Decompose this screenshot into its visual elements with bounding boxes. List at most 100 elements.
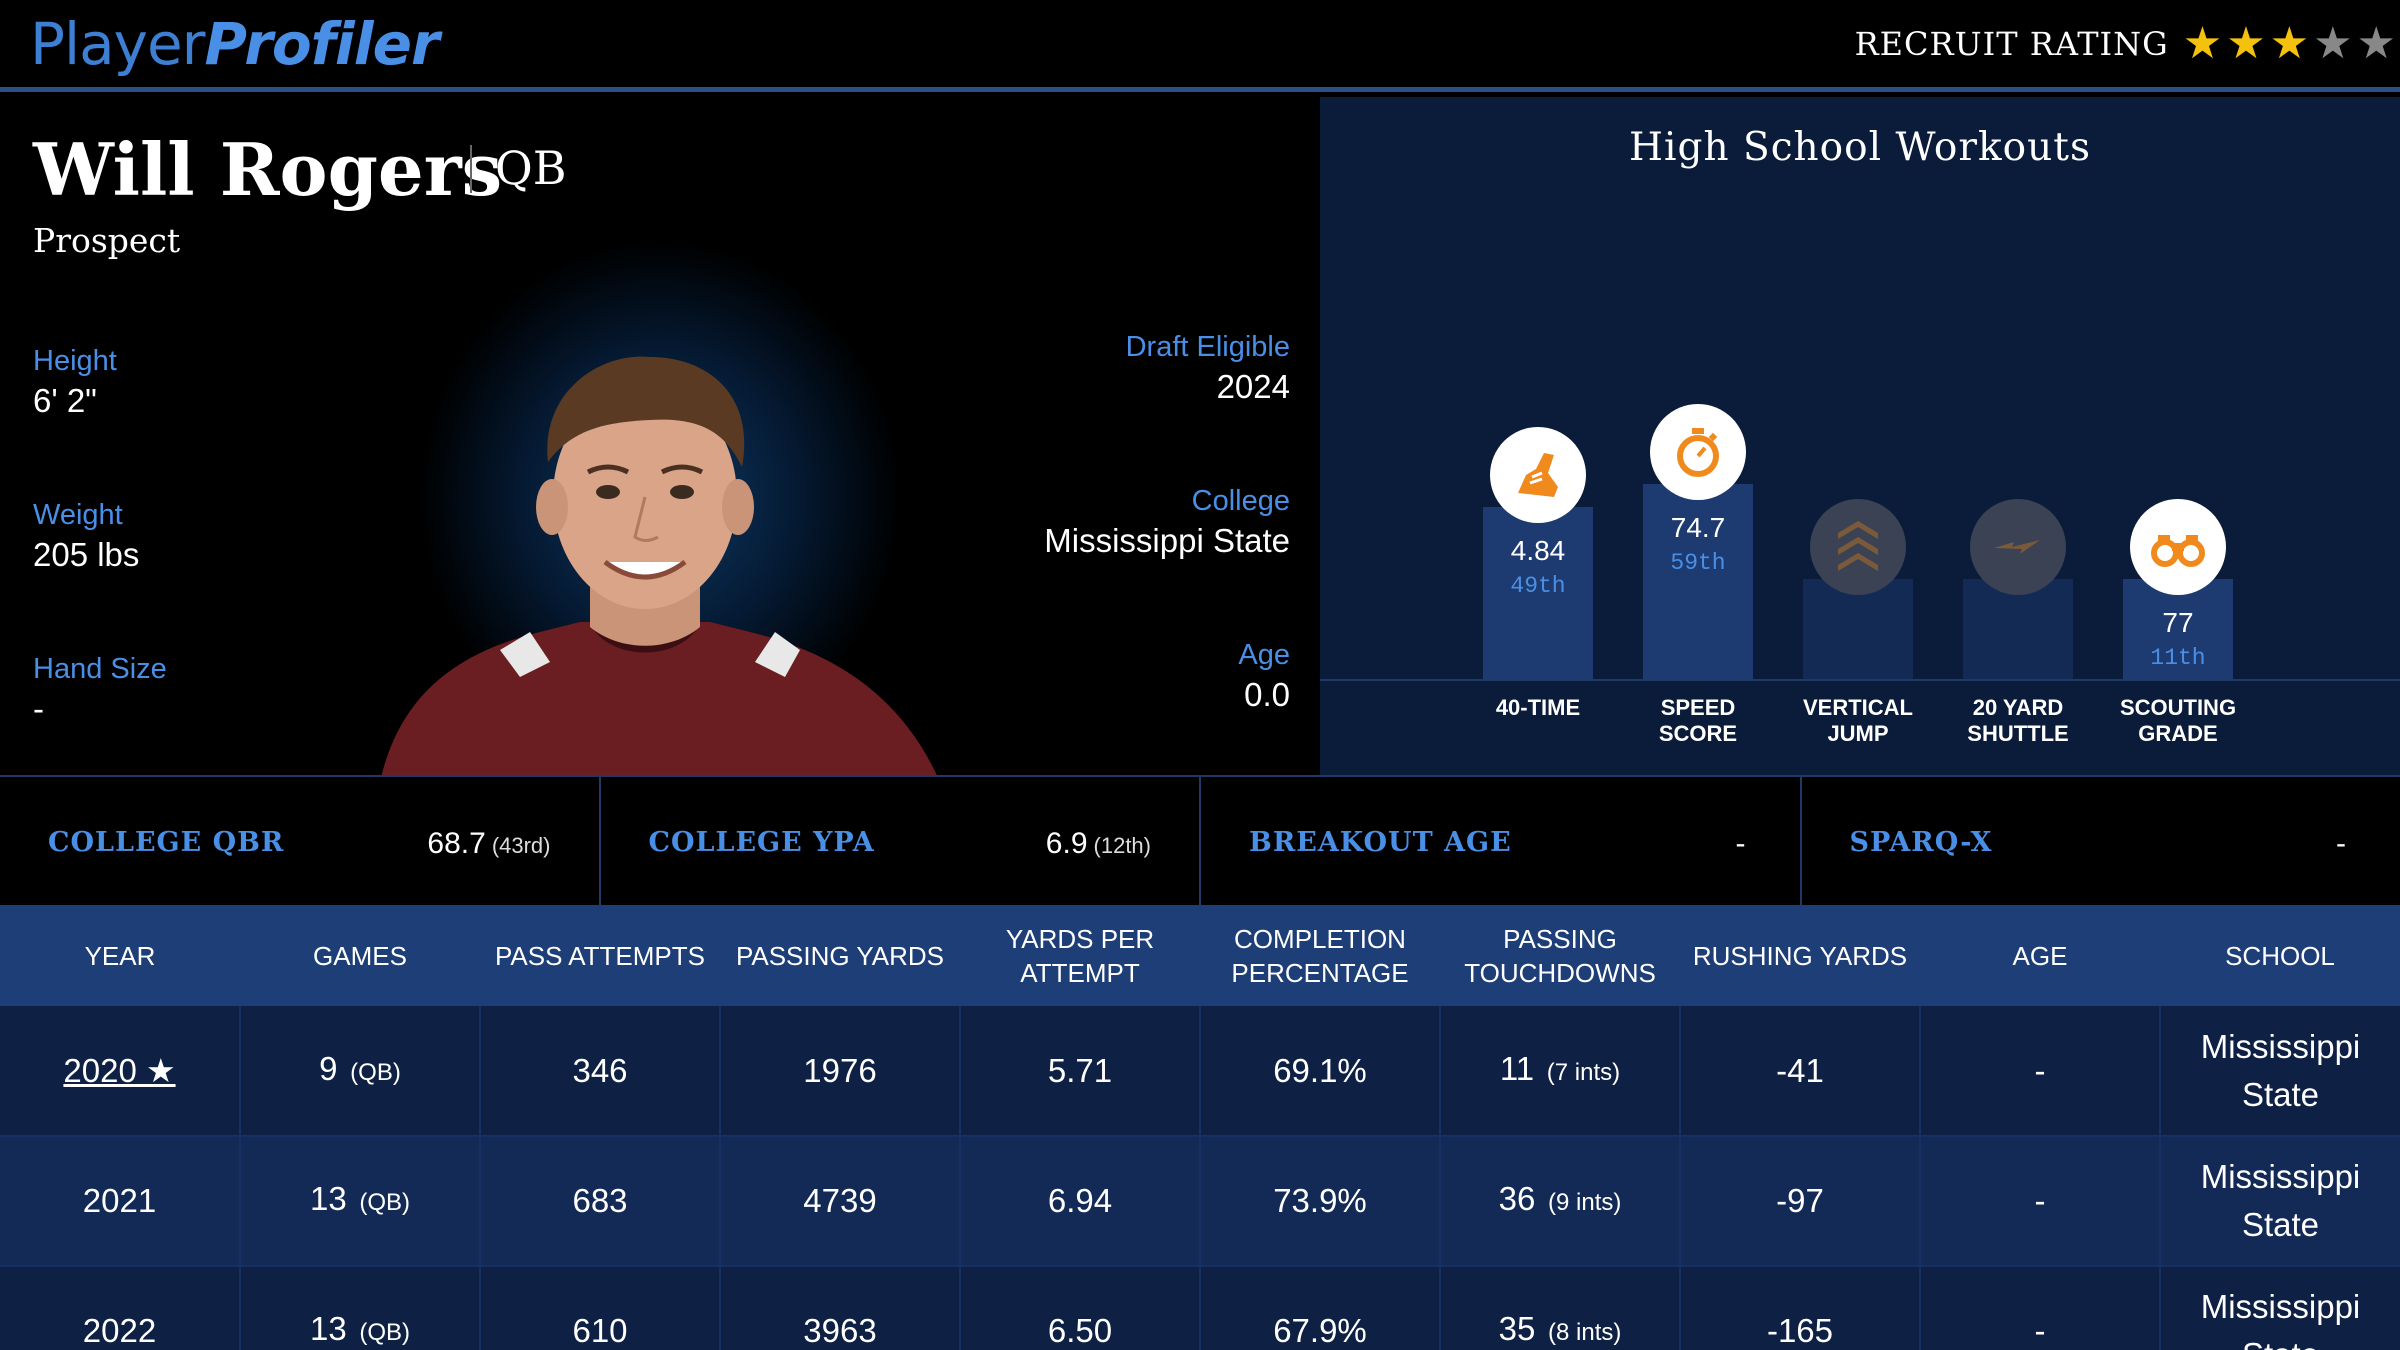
- workout-bar[interactable]: [1963, 579, 2073, 679]
- workout-percentile: 11th: [2150, 645, 2206, 671]
- cell-year[interactable]: 2020 ★: [0, 1006, 241, 1137]
- age-value: 0.0: [1244, 676, 1290, 713]
- weight-stat: Weight 205 lbs: [33, 499, 139, 574]
- cell-passing-yards: 4739: [720, 1136, 961, 1267]
- workout-label: 40-TIME: [1495, 695, 1581, 720]
- hand-size-stat: Hand Size -: [33, 653, 167, 728]
- workout-value: 74.7: [1670, 512, 1726, 544]
- cell-passing-touchdowns: 11 (7 ints): [1440, 1006, 1681, 1137]
- column-header[interactable]: GAMES: [240, 905, 480, 1006]
- metric-label: SPARQ-X: [1849, 827, 1993, 858]
- player-position: QB: [495, 141, 567, 195]
- cell-yards-per-attempt: 5.71: [960, 1006, 1201, 1137]
- draft-eligible-label: Draft Eligible: [1125, 331, 1290, 363]
- workout-label: VERTICAL JUMP: [1803, 695, 1913, 746]
- recruit-rating: RECRUIT RATING ★★★★★: [1855, 22, 2400, 66]
- rating-stars: ★★★★★: [2183, 22, 2400, 66]
- workout-value: 77: [2162, 607, 2194, 638]
- metric-breakout-age[interactable]: BREAKOUT AGE -: [1201, 777, 1802, 905]
- workout-bar[interactable]: [1803, 579, 1913, 679]
- workouts-baseline: [1320, 679, 2400, 681]
- player-status: Prospect: [33, 221, 181, 260]
- shoe-icon: [1490, 427, 1586, 524]
- column-header[interactable]: YEAR: [0, 905, 240, 1006]
- height-stat: Height 6' 2": [33, 345, 117, 420]
- cell-pass-attempts: 346: [480, 1006, 721, 1137]
- column-header[interactable]: PASS ATTEMPTS: [480, 905, 720, 1006]
- playerprofiler-logo[interactable]: PlayerProfiler: [30, 10, 440, 78]
- workout-label: SCOUTING GRADE: [2119, 695, 2237, 746]
- draft-eligible-stat: Draft Eligible 2024: [1126, 331, 1290, 406]
- cell-year: 2022: [0, 1266, 241, 1350]
- cell-games: 13 (QB): [240, 1266, 481, 1350]
- metric-label: BREAKOUT AGE: [1249, 827, 1512, 858]
- workout-percentile: 49th: [1510, 573, 1566, 600]
- player-photo: [381, 356, 937, 775]
- star-empty-icon: ★: [2313, 18, 2353, 69]
- workout-label: 20 YARD SHUTTLE: [1967, 695, 2069, 746]
- metric-value: 6.9 (12th): [1045, 827, 1151, 860]
- column-header[interactable]: SCHOOL: [2160, 905, 2400, 1006]
- star-filled-icon: ★: [2226, 18, 2266, 69]
- cell-yards-per-attempt: 6.50: [960, 1266, 1201, 1350]
- cell-yards-per-attempt: 6.94: [960, 1136, 1201, 1267]
- cell-year: 2021: [0, 1136, 241, 1267]
- player-name: Will Rogers: [33, 127, 503, 212]
- star-filled-icon: ★: [2182, 18, 2223, 69]
- metric-value: -: [1735, 827, 1746, 860]
- height-label: Height: [33, 345, 117, 377]
- cell-completion-percentage: 67.9%: [1200, 1266, 1441, 1350]
- shuttle-bolt-icon: [1970, 499, 2066, 595]
- cell-age: -: [1920, 1266, 2161, 1350]
- cell-completion-percentage: 69.1%: [1200, 1006, 1441, 1137]
- college-stat: College Mississippi State: [1044, 485, 1290, 560]
- workout-bar[interactable]: [1483, 507, 1593, 679]
- column-header[interactable]: PASSING TOUCHDOWNS: [1440, 905, 1680, 1006]
- column-header[interactable]: AGE: [1920, 905, 2160, 1006]
- college-stats-table: YEAR GAMES PASS ATTEMPTS PASSING YARDS YARDS…: [0, 905, 2400, 1350]
- hand-size-value: -: [33, 690, 44, 727]
- column-header[interactable]: PASSING YARDS: [720, 905, 960, 1006]
- cell-games: 13 (QB): [240, 1136, 481, 1267]
- workout-bar[interactable]: [1643, 484, 1753, 679]
- metric-value: -: [2336, 827, 2346, 860]
- star-empty-icon: ★: [2356, 18, 2396, 69]
- recruit-rating-label: RECRUIT RATING: [1854, 25, 2169, 63]
- cell-rushing-yards: -165: [1680, 1266, 1921, 1350]
- chevrons-up-icon: [1810, 499, 1906, 595]
- table-row: 2020 ★ 9 (QB) 346 1976 5.71 69.1% 11 (7 ints) -…: [0, 1006, 2400, 1137]
- logo-text-player: Player: [30, 10, 205, 78]
- cell-pass-attempts: 683: [480, 1136, 721, 1267]
- cell-pass-attempts: 610: [480, 1266, 721, 1350]
- metric-sparq-x[interactable]: SPARQ-X -: [1801, 777, 2400, 905]
- workouts-title: High School Workouts: [1629, 125, 2091, 170]
- workout-label: SPEED SCORE: [1658, 695, 1738, 746]
- weight-label: Weight: [33, 499, 123, 531]
- metric-label: COLLEGE YPA: [648, 827, 875, 858]
- workout-bar[interactable]: [2123, 579, 2233, 679]
- top-bar: PlayerProfiler RECRUIT RATING ★★★★★: [0, 0, 2400, 92]
- height-value: 6' 2": [33, 382, 97, 419]
- metric-college-qbr[interactable]: COLLEGE QBR 68.7 (43rd): [0, 777, 601, 905]
- draft-eligible-value: 2024: [1216, 368, 1290, 405]
- cell-age: -: [1920, 1136, 2161, 1267]
- cell-rushing-yards: -41: [1680, 1006, 1921, 1137]
- workout-value: 4.84: [1510, 535, 1566, 567]
- cell-passing-yards: 1976: [720, 1006, 961, 1137]
- player-profile-panel: Will Rogers QB Prospect Height 6' 2" Wei…: [0, 97, 1320, 775]
- cell-games: 9 (QB): [240, 1006, 481, 1137]
- cell-passing-touchdowns: 36 (9 ints): [1440, 1136, 1681, 1267]
- hand-size-label: Hand Size: [33, 653, 167, 685]
- name-divider: [470, 145, 472, 193]
- cell-passing-touchdowns: 35 (8 ints): [1440, 1266, 1681, 1350]
- cell-passing-yards: 3963: [720, 1266, 961, 1350]
- cell-rushing-yards: -97: [1680, 1136, 1921, 1267]
- column-header[interactable]: COMPLETION PERCENTAGE: [1200, 905, 1440, 1006]
- column-header[interactable]: YARDS PER ATTEMPT: [960, 905, 1200, 1006]
- column-header[interactable]: RUSHING YARDS: [1680, 905, 1920, 1006]
- metric-college-ypa[interactable]: COLLEGE YPA 6.9 (12th): [600, 777, 1201, 905]
- weight-value: 205 lbs: [33, 536, 140, 573]
